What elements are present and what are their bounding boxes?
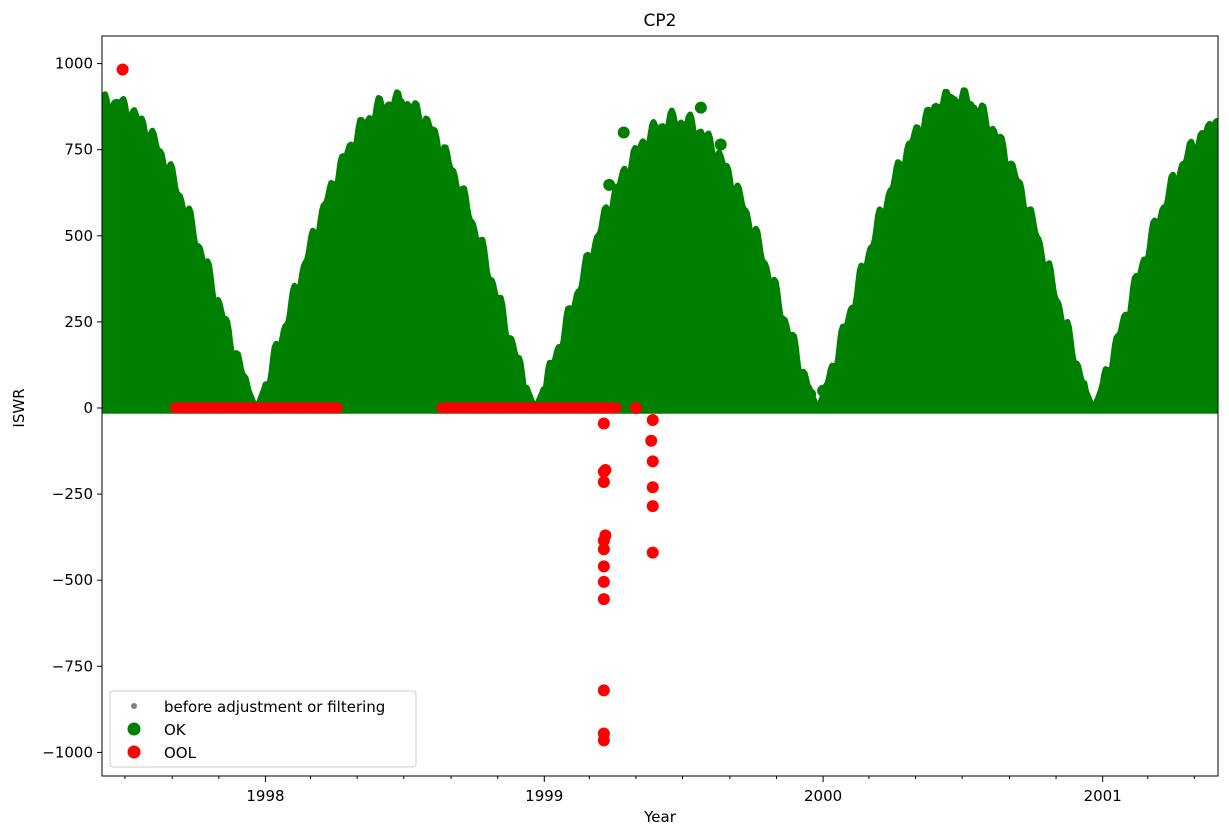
ool-point (646, 455, 659, 468)
legend: before adjustment or filtering OK OOL (109, 690, 417, 768)
ok-point (338, 207, 351, 220)
y-tick-label: 750 (64, 141, 93, 159)
ool-point (597, 684, 610, 697)
ok-density-layer (102, 87, 1218, 414)
points-layer (104, 63, 1218, 747)
ool-point (597, 593, 610, 606)
ok-point (1212, 117, 1218, 130)
ok-point (617, 126, 630, 139)
y-axis: −1000 −750 −500 −250 0 250 500 750 1000 (42, 55, 102, 761)
y-tick-label: 500 (64, 227, 93, 245)
ok-point (943, 93, 956, 106)
x-axis: 1998 1999 2000 2001 (124, 776, 1195, 805)
ok-point (393, 97, 406, 110)
x-axis-label: Year (643, 808, 677, 826)
legend-marker-ool (127, 745, 141, 759)
legend-marker-ok (127, 722, 141, 736)
ok-point (817, 384, 830, 397)
y-tick-label: −250 (52, 485, 93, 503)
ool-zero-point (610, 402, 622, 414)
y-tick-label: −1000 (42, 743, 93, 761)
y-tick-label: −750 (52, 657, 93, 675)
ok-point (804, 388, 817, 401)
ok-point (962, 100, 975, 113)
ok-density-area (102, 87, 1218, 414)
ool-point (646, 481, 659, 494)
ool-point (597, 417, 610, 430)
ool-point (646, 500, 659, 513)
ool-zero-point (331, 402, 343, 414)
ool-point (597, 543, 610, 556)
x-tick-label: 2000 (804, 787, 842, 805)
ok-point (694, 101, 707, 114)
ok-point (714, 138, 727, 151)
y-tick-label: 250 (64, 313, 93, 331)
chart-title: CP2 (644, 11, 677, 31)
ool-point (597, 476, 610, 489)
x-tick-label: 1998 (246, 787, 284, 805)
ool-point (116, 63, 129, 76)
legend-label-before: before adjustment or filtering (164, 698, 385, 716)
y-tick-label: 1000 (55, 55, 93, 73)
ool-point (597, 534, 610, 547)
y-tick-label: 0 (83, 399, 93, 417)
legend-box (109, 690, 417, 768)
ool-point (645, 434, 658, 447)
y-tick-label: −500 (52, 571, 93, 589)
ok-point (603, 178, 616, 191)
x-tick-label: 1999 (525, 787, 563, 805)
legend-label-ok: OK (164, 721, 187, 739)
ok-point (998, 171, 1011, 184)
ool-point (597, 734, 610, 747)
ool-point (646, 414, 659, 427)
ok-point (936, 103, 949, 116)
ool-point (599, 463, 612, 476)
plot-frame (101, 35, 1219, 777)
x-tick-label: 2001 (1084, 787, 1122, 805)
y-axis-label: ISWR (10, 388, 28, 427)
ool-point (646, 546, 659, 559)
ool-point (597, 575, 610, 588)
ok-point (104, 105, 117, 118)
legend-label-ool: OOL (164, 744, 197, 762)
ok-baseline-band (102, 403, 1218, 412)
legend-marker-before (131, 703, 137, 709)
ool-point (597, 560, 610, 573)
ool-point (629, 402, 642, 414)
